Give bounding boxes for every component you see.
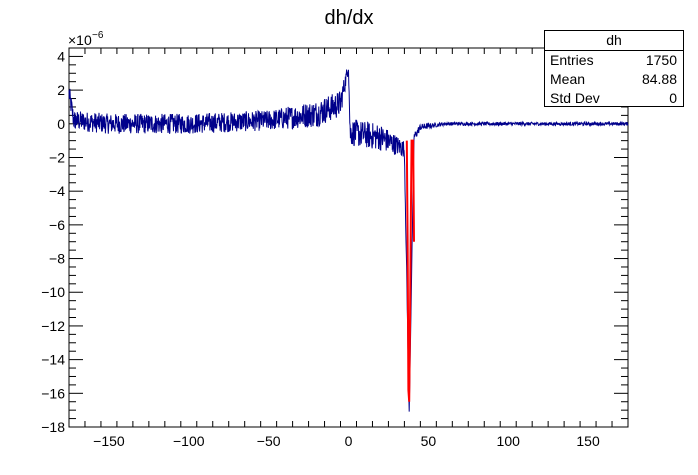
y-tick-label: −18 <box>41 419 65 435</box>
stats-row-mean: Mean 84.88 <box>545 70 683 89</box>
y-axis-exponent: ×10 −6 <box>68 30 104 48</box>
stddev-value: 0 <box>669 90 677 106</box>
x-tick-label: 100 <box>497 433 521 449</box>
mean-label: Mean <box>550 71 586 87</box>
x-tick-label: −150 <box>93 433 125 449</box>
x-tick-label: −100 <box>173 433 205 449</box>
y-tick-label: 2 <box>57 82 65 98</box>
entries-value: 1750 <box>645 52 677 68</box>
mean-value: 84.88 <box>641 71 677 87</box>
x-tick-label: −50 <box>257 433 281 449</box>
stddev-label: Std Dev <box>550 90 600 106</box>
y-tick-label: −14 <box>41 352 65 368</box>
series-layer <box>68 69 629 412</box>
x-tick-label: 0 <box>345 433 353 449</box>
y-exponent-base: ×10 <box>68 32 92 48</box>
x-tick-label: 150 <box>576 433 600 449</box>
stats-title: dh <box>545 31 683 51</box>
y-tick-label: −8 <box>49 251 65 267</box>
entries-label: Entries <box>550 52 594 68</box>
y-tick-label: 0 <box>57 116 65 132</box>
series-blue-line <box>68 69 629 412</box>
y-tick-label: −2 <box>49 149 65 165</box>
stats-row-entries: Entries 1750 <box>545 51 683 70</box>
y-tick-label: −10 <box>41 284 65 300</box>
axes: −150 −100 −50 0 50 100 150 4 2 0 −2 −4 −6 −8 −10 −12 −14… <box>41 47 629 449</box>
chart-title: dh/dx <box>325 7 374 29</box>
y-tick-label: −12 <box>41 318 65 334</box>
plot-frame <box>68 47 629 428</box>
stats-box: dh Entries 1750 Mean 84.88 Std Dev 0 <box>544 30 684 107</box>
y-tick-label: −4 <box>49 183 65 199</box>
y-tick-label: −6 <box>49 217 65 233</box>
y-exponent-power: −6 <box>92 30 104 41</box>
series-red-line <box>405 139 415 402</box>
y-tick-label: 4 <box>57 48 65 64</box>
x-tick-label: 50 <box>421 433 437 449</box>
stats-row-stddev: Std Dev 0 <box>545 89 683 108</box>
y-tick-label: −16 <box>41 385 65 401</box>
